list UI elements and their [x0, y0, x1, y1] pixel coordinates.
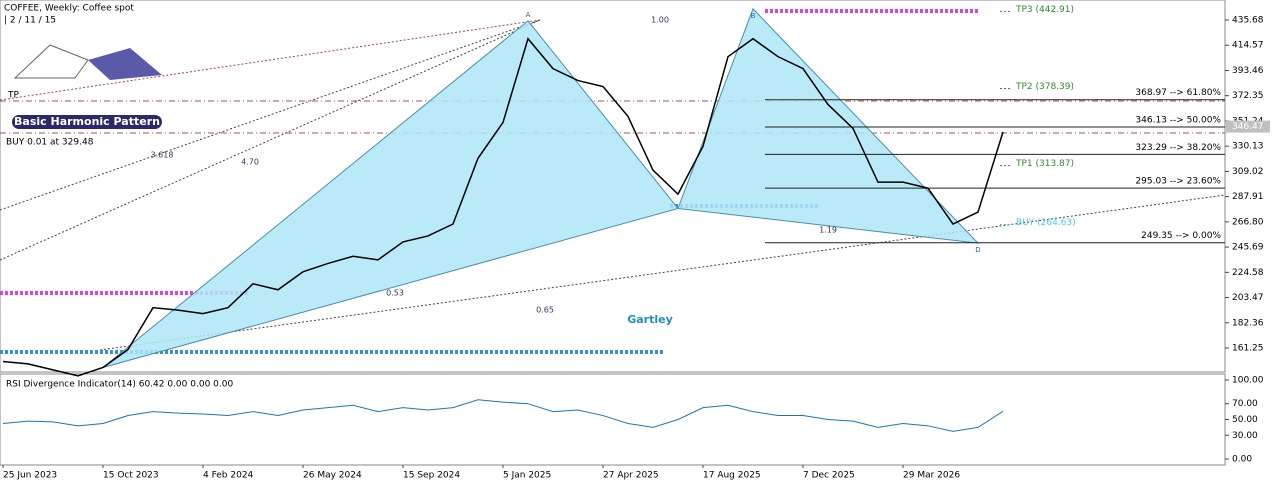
order-label: BUY 0.01 at 329.48: [6, 138, 94, 148]
y-tick-label: 245.69: [1232, 243, 1264, 253]
rsi-tick-label: 50.00: [1232, 415, 1258, 425]
fib-label: 249.35 --> 0.00%: [1141, 231, 1221, 241]
rsi-panel: [0, 373, 1226, 466]
fib-label: 346.13 --> 50.00%: [1135, 116, 1221, 126]
ratio-label: 1.19: [819, 226, 837, 235]
y-tick-label: 330.13: [1232, 142, 1264, 152]
x-tick-label: 29 Mar 2026: [903, 471, 960, 481]
y-tick-label: 182.36: [1232, 318, 1264, 328]
current-price-label: 346.47: [1232, 122, 1264, 132]
rsi-tick-label: 0.00: [1232, 454, 1252, 464]
y-tick-label: 161.25: [1232, 344, 1264, 354]
y-tick-label: 393.46: [1232, 66, 1264, 76]
target-label: TP2 (378.39): [1015, 82, 1074, 92]
fan-line: [0, 19, 541, 101]
y-tick-label: 203.47: [1232, 293, 1264, 303]
x-tick-label: 27 Apr 2025: [603, 471, 659, 481]
y-tick-label: 224.58: [1232, 268, 1264, 278]
y-tick-label: 266.80: [1232, 217, 1264, 227]
y-tick-label: 435.68: [1232, 15, 1264, 25]
ratio-label: 0.53: [386, 289, 404, 298]
current-price-box: [1226, 120, 1270, 133]
pattern-point-label: D: [975, 246, 980, 254]
y-tick-label: 372.35: [1232, 91, 1264, 101]
pattern-leg: [102, 20, 679, 368]
target-label: TP3 (442.91): [1015, 5, 1074, 15]
rsi-line: [2, 399, 1004, 432]
chart-subtitle: | 2 / 11 / 15: [4, 16, 56, 26]
fan-line: [0, 19, 541, 261]
pattern-leg: [677, 7, 980, 244]
logo-badge: [12, 115, 162, 129]
fan-line: [0, 19, 541, 211]
pattern-point-label: A: [526, 11, 531, 19]
target-label: BUY (264.63): [1016, 218, 1076, 228]
y-tick-label: 287.91: [1232, 192, 1264, 202]
x-tick-label: 25 Jun 2023: [3, 471, 57, 481]
x-tick-label: 17 Aug 2025: [703, 471, 761, 481]
ratio-label: 0.65: [536, 306, 554, 315]
logo-shape: [88, 48, 162, 80]
x-tick-label: 4 Feb 2024: [203, 471, 254, 481]
ratio-label: 1.00: [651, 16, 669, 25]
x-tick-label: 15 Oct 2023: [103, 471, 159, 481]
logo: Basic Harmonic Pattern: [12, 44, 162, 129]
y-tick-label: 414.57: [1232, 41, 1264, 51]
pattern-name: Gartley: [627, 313, 673, 326]
ratio-label: 4.70: [241, 158, 259, 167]
x-tick-label: 7 Dec 2025: [803, 471, 855, 481]
logo-text: Basic Harmonic Pattern: [14, 115, 160, 128]
fib-label: 295.03 --> 23.60%: [1135, 177, 1221, 187]
fan-line: [99, 194, 1226, 351]
rsi-tick-label: 70.00: [1232, 399, 1258, 409]
pattern-point-label: B: [751, 12, 756, 20]
y-tick-label: 309.02: [1232, 167, 1264, 177]
rsi-title: RSI Divergence Indicator(14) 60.42 0.00 …: [6, 380, 233, 390]
target-label: TP1 (313.87): [1015, 159, 1074, 169]
x-tick-label: 5 Jan 2025: [503, 471, 551, 481]
rsi-tick-label: 30.00: [1232, 431, 1258, 441]
x-tick-label: 15 Sep 2024: [403, 471, 460, 481]
ratio-label: 3.618: [151, 151, 174, 160]
x-tick-label: 26 May 2024: [303, 471, 362, 481]
tp-label: TP: [7, 91, 19, 101]
rsi-tick-label: 100.00: [1232, 376, 1264, 386]
chart-title: COFFEE, Weekly: Coffee spot: [4, 4, 134, 14]
fib-label: 368.97 --> 61.80%: [1135, 88, 1221, 98]
fib-label: 323.29 --> 38.20%: [1135, 143, 1221, 153]
price-line: [2, 37, 1004, 377]
